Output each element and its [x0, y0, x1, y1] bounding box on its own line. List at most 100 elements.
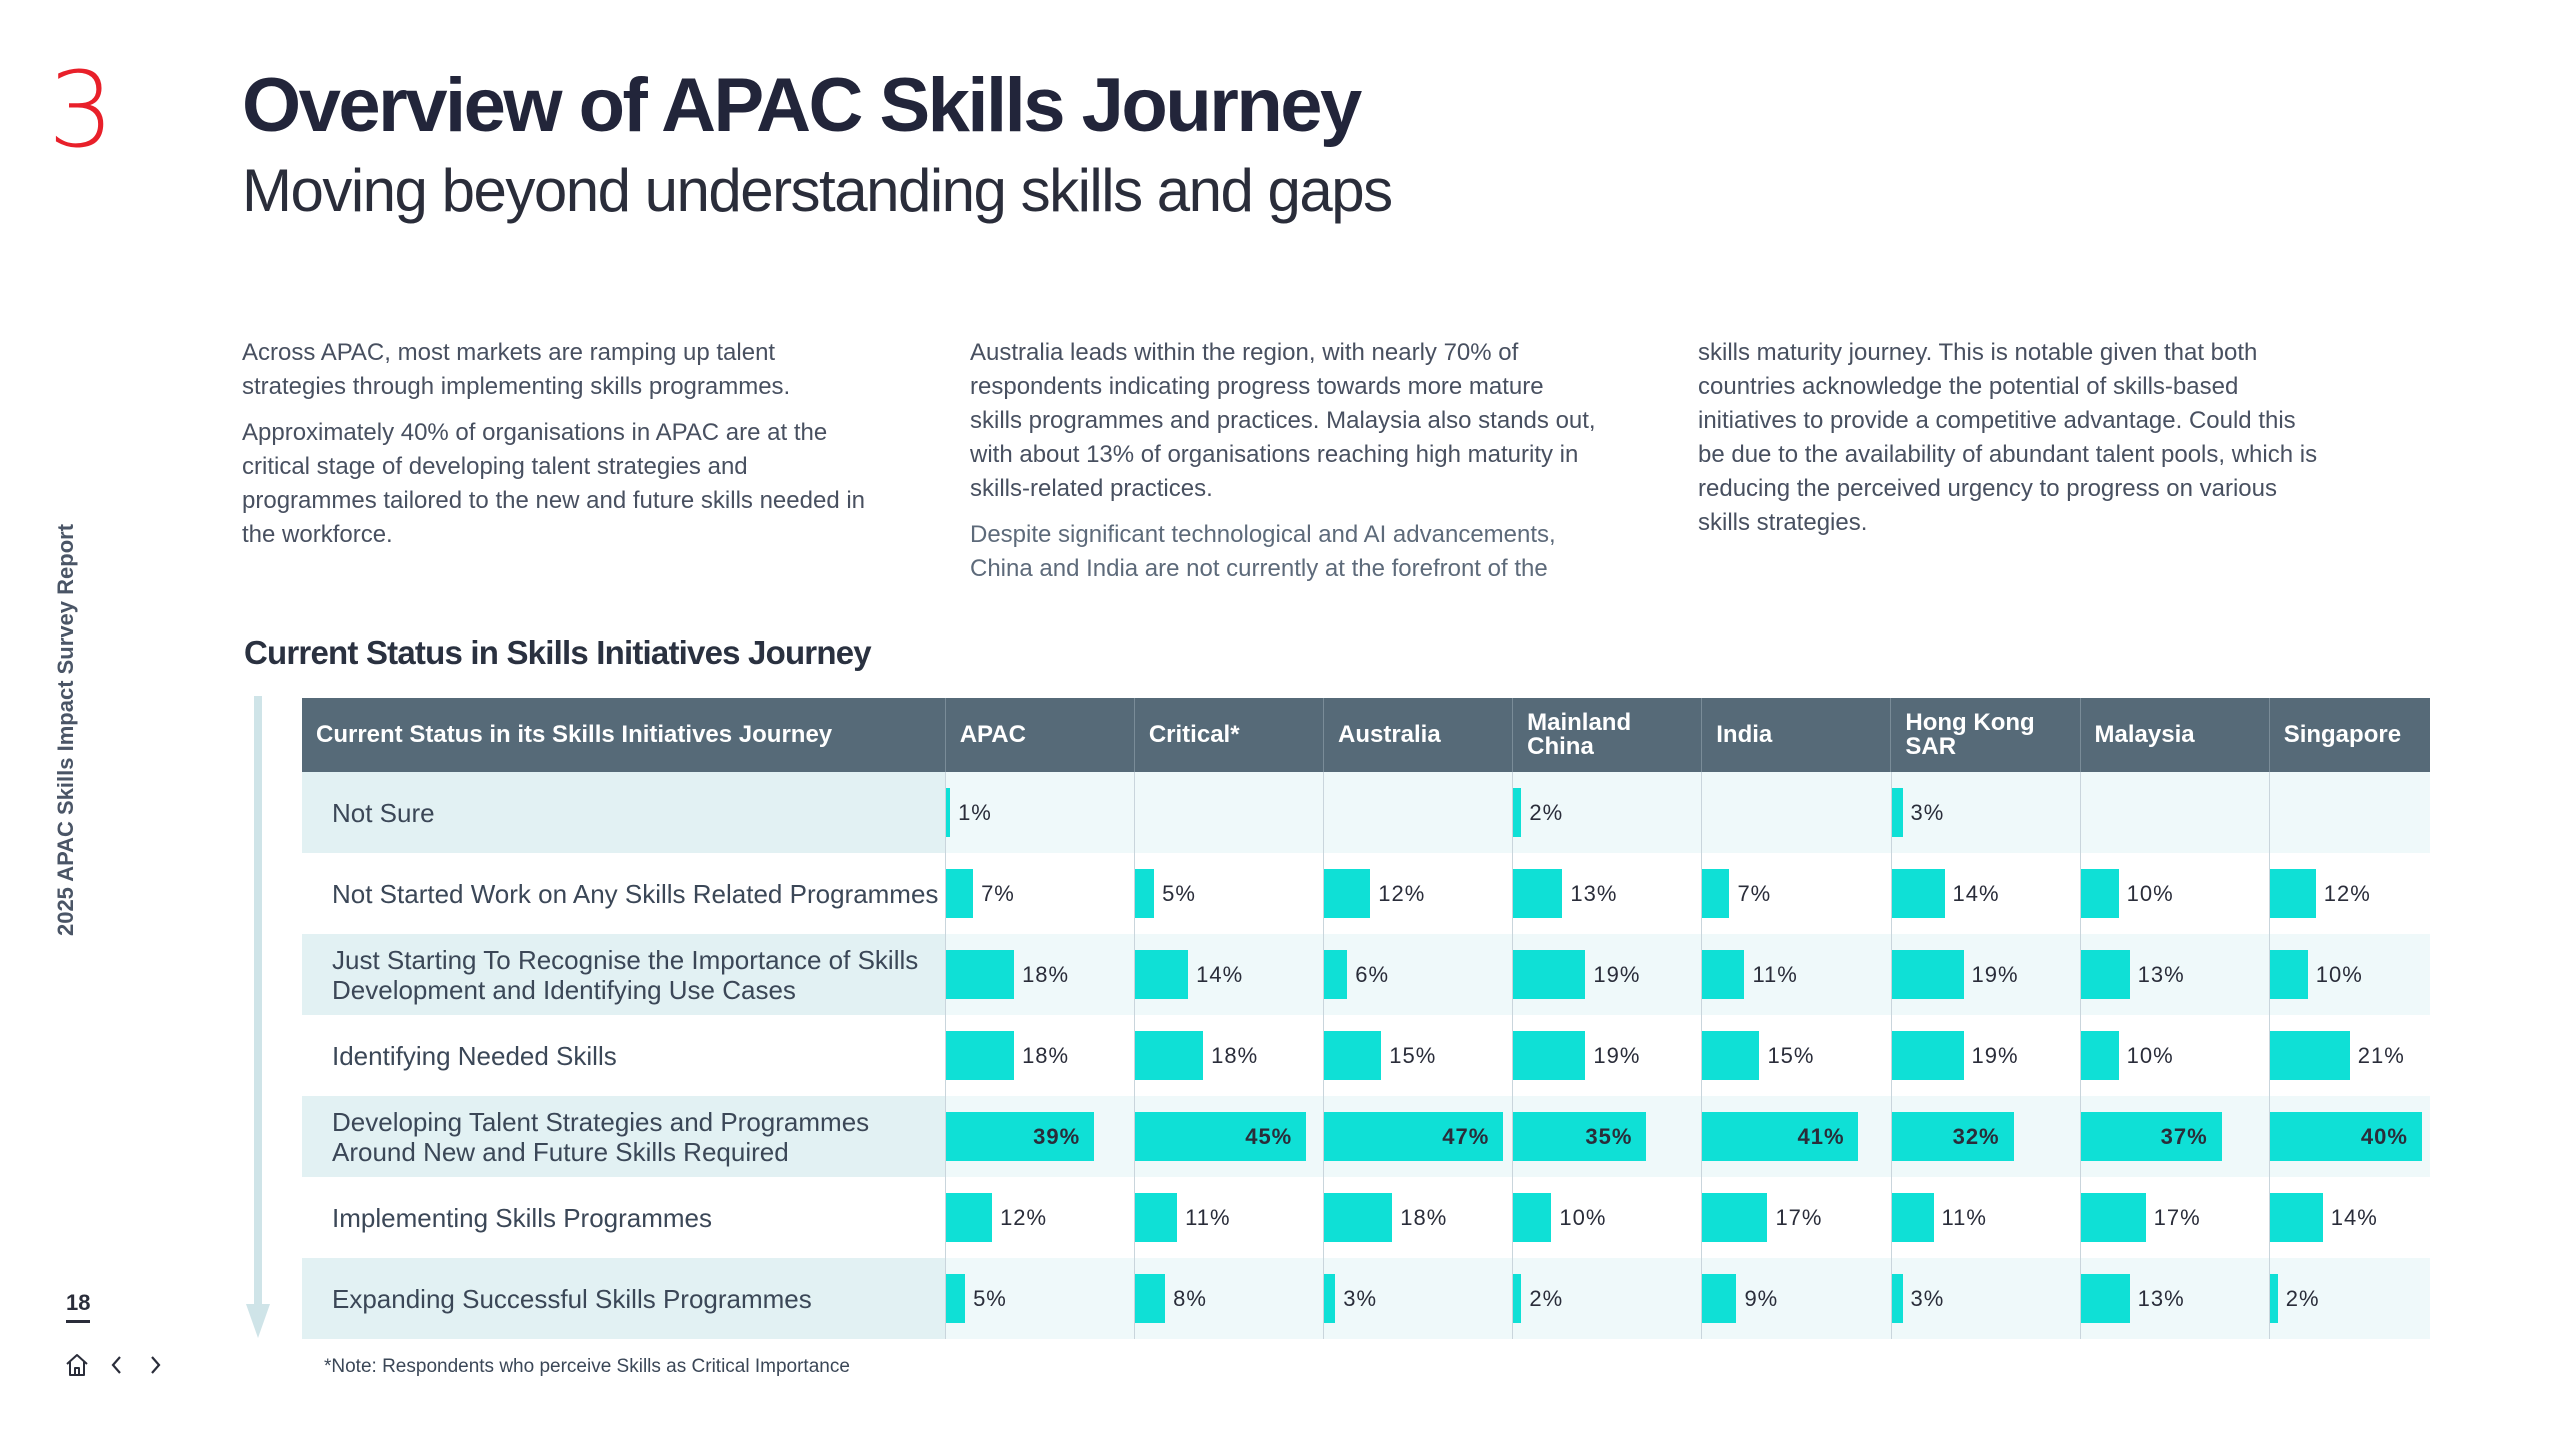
data-cell: 35%: [1512, 1096, 1701, 1177]
page-navigation: [64, 1352, 166, 1378]
data-label: 45%: [1245, 1123, 1293, 1149]
data-cell: 13%: [2079, 934, 2269, 1015]
data-label: 14%: [1952, 880, 2000, 906]
data-cell: 47%: [1323, 1096, 1512, 1177]
data-cell: 41%: [1701, 1096, 1890, 1177]
bar: [1513, 869, 1563, 918]
data-cell: 10%: [2268, 934, 2430, 1015]
chevron-right-icon[interactable]: [144, 1352, 166, 1378]
data-label: 13%: [2137, 1285, 2185, 1311]
data-label: 47%: [1442, 1123, 1490, 1149]
data-label: 3%: [1910, 799, 1945, 825]
data-cell: 40%: [2268, 1096, 2430, 1177]
data-cell: 19%: [1890, 1015, 2080, 1096]
paragraph: Across APAC, most markets are ramping up…: [242, 339, 791, 400]
bar: [1891, 788, 1903, 837]
data-label: 12%: [1378, 880, 1426, 906]
bar: [1891, 1193, 1934, 1242]
data-label: 21%: [2357, 1042, 2405, 1068]
bar: [1135, 950, 1189, 999]
data-label: 35%: [1585, 1123, 1633, 1149]
data-label: 17%: [1775, 1204, 1823, 1230]
bar: [1891, 1031, 1964, 1080]
data-cell: [1701, 772, 1890, 853]
data-label: 12%: [2323, 880, 2371, 906]
bar: [1135, 1112, 1307, 1161]
table-header: Current Status in its Skills Initiatives…: [302, 698, 2430, 772]
paragraph: Despite significant technological and AI…: [970, 521, 1556, 582]
bar: [946, 869, 974, 918]
bar: [1324, 950, 1348, 999]
bar: [1513, 788, 1522, 837]
chart-note: *Note: Respondents who perceive Skills a…: [324, 1356, 850, 1377]
data-cell: 5%: [945, 1258, 1134, 1339]
page-subtitle: Moving beyond understanding skills and g…: [242, 157, 1393, 224]
column-header: Malaysia: [2079, 698, 2269, 772]
data-cell: 7%: [945, 853, 1134, 934]
bar: [1513, 1112, 1647, 1161]
data-cell: 3%: [1323, 1258, 1512, 1339]
body-column-2: Australia leads within the region, with …: [970, 336, 1600, 598]
data-label: 7%: [1737, 880, 1772, 906]
row-label: Identifying Needed Skills: [332, 1040, 617, 1071]
column-header: APAC: [944, 698, 1134, 772]
bar: [2080, 869, 2119, 918]
bar: [1135, 869, 1155, 918]
data-label: 10%: [1559, 1204, 1607, 1230]
table-row: Just Starting To Recognise the Importanc…: [302, 934, 2430, 1015]
home-icon[interactable]: [64, 1352, 90, 1378]
bar: [1513, 1193, 1552, 1242]
bar: [2269, 1193, 2323, 1242]
data-label: 5%: [1162, 880, 1196, 906]
header-status-label: Current Status in its Skills Initiatives…: [316, 721, 833, 748]
data-cell: 9%: [1701, 1258, 1890, 1339]
bar: [1702, 1274, 1737, 1323]
data-label: 11%: [1752, 961, 1798, 987]
bar: [1702, 1112, 1859, 1161]
bar: [1324, 1274, 1336, 1323]
bar: [1324, 1112, 1504, 1161]
bar: [1891, 950, 1964, 999]
data-cell: 18%: [1323, 1177, 1512, 1258]
data-label: 11%: [1185, 1204, 1231, 1230]
data-cell: 3%: [1890, 1258, 2080, 1339]
data-label: 18%: [1022, 1042, 1070, 1068]
data-cell: 37%: [2079, 1096, 2269, 1177]
chevron-left-icon[interactable]: [106, 1352, 128, 1378]
data-label: 7%: [981, 880, 1015, 906]
data-label: 15%: [1767, 1042, 1815, 1068]
down-arrow-icon: [246, 696, 270, 1338]
data-label: 17%: [2153, 1204, 2201, 1230]
bar: [2080, 1193, 2146, 1242]
bar: [2269, 1274, 2278, 1323]
data-cell: 10%: [1512, 1177, 1701, 1258]
bar: [1513, 1274, 1522, 1323]
data-label: 15%: [1389, 1042, 1437, 1068]
data-cell: 12%: [1323, 853, 1512, 934]
data-cell: 14%: [1890, 853, 2080, 934]
section-number: 3: [48, 49, 115, 171]
report-side-label: 2025 APAC Skills Impact Survey Report: [53, 523, 78, 937]
data-label: 2%: [1529, 799, 1564, 825]
data-label: 32%: [1952, 1123, 2000, 1149]
paragraph: Approximately 40% of organisations in AP…: [242, 419, 866, 548]
bar: [1891, 1112, 2014, 1161]
bar: [2080, 1274, 2130, 1323]
paragraph: Australia leads within the region, with …: [970, 339, 1596, 502]
data-cell: [2079, 772, 2269, 853]
table-row: Implementing Skills Programmes 12% 11% 18% 1…: [302, 1177, 2430, 1258]
row-label: Expanding Successful Skills Programmes: [302, 1258, 946, 1339]
bar: [2269, 869, 2316, 918]
data-label: 19%: [1971, 961, 2019, 987]
data-cell: 14%: [2268, 1177, 2430, 1258]
body-column-3: skills maturity journey. This is notable…: [1698, 336, 2328, 552]
bar: [1324, 1031, 1382, 1080]
data-cell: [1323, 772, 1512, 853]
column-header: Critical*: [1133, 698, 1323, 772]
column-header: India: [1701, 698, 1890, 772]
bar: [2080, 950, 2130, 999]
row-label: Implementing Skills Programmes: [332, 1202, 713, 1233]
bar: [946, 1193, 993, 1242]
data-label: 8%: [1173, 1285, 1207, 1311]
data-cell: 15%: [1323, 1015, 1512, 1096]
